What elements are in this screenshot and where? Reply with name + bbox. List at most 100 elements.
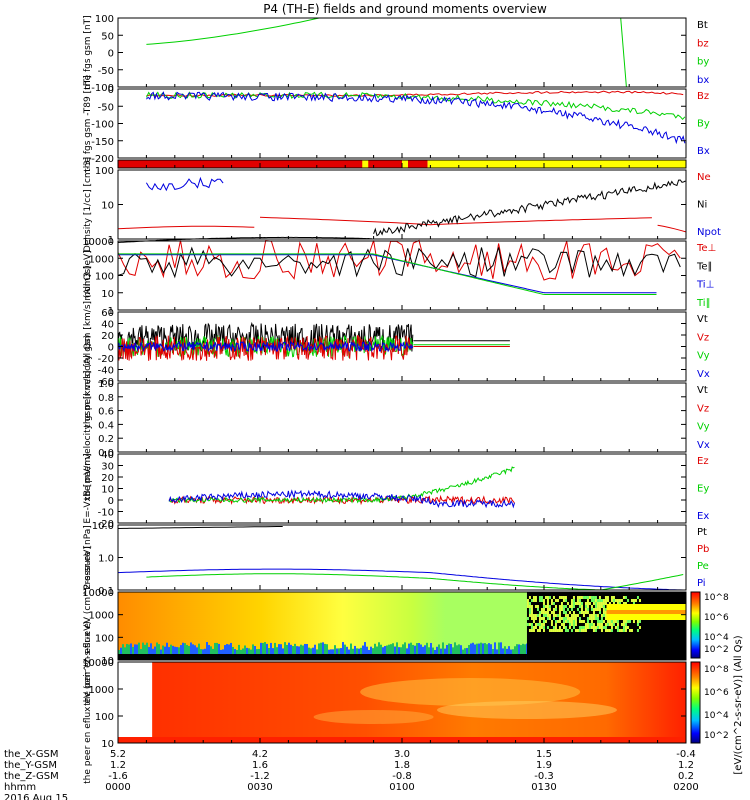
peir-lowE-cell bbox=[170, 644, 172, 660]
peir-cell bbox=[626, 626, 629, 629]
peir-cell bbox=[624, 626, 627, 629]
peir-cell bbox=[566, 617, 569, 620]
peir-lowE-cell bbox=[238, 644, 240, 660]
Bz-trace bbox=[146, 90, 684, 97]
peir-lowE-cell bbox=[300, 644, 302, 660]
peir-lowE-cell bbox=[148, 647, 150, 660]
density-ytick-label: 10 bbox=[101, 201, 114, 212]
peir-lowE-cell bbox=[508, 646, 510, 660]
peir-velocity-legend-green: Vy bbox=[697, 351, 710, 362]
peir-cell bbox=[568, 611, 571, 614]
peir-lowE-cell bbox=[412, 644, 414, 660]
peir-cell bbox=[594, 602, 597, 605]
peir-lowE-cell bbox=[438, 644, 440, 660]
peir-cell bbox=[532, 617, 535, 620]
peir-cell bbox=[572, 611, 575, 614]
peir-cell bbox=[552, 596, 555, 599]
peir-cell bbox=[580, 620, 583, 623]
peir-velocity-ytick-label: 60 bbox=[101, 308, 114, 319]
peir-cell bbox=[576, 614, 579, 617]
peir-cell bbox=[608, 623, 611, 626]
peir-cell bbox=[528, 614, 531, 617]
peir-lowE-cell bbox=[144, 644, 146, 660]
peir-cell bbox=[604, 602, 607, 605]
peir-cell bbox=[608, 629, 611, 632]
efield-legend-red: Ez bbox=[697, 456, 709, 467]
peir-cell bbox=[542, 602, 545, 605]
colorbar-tick-upper: 10^8 bbox=[704, 593, 729, 603]
peir-cell bbox=[546, 596, 549, 599]
peir-cell bbox=[596, 608, 599, 611]
peir-lowE-cell bbox=[518, 644, 520, 660]
peir-lowE-cell bbox=[218, 643, 220, 660]
peir-lowE-cell bbox=[430, 642, 432, 660]
peir-cell bbox=[526, 599, 529, 602]
peer-gap bbox=[118, 662, 153, 743]
temperature-legend-green: Ti∥ bbox=[696, 298, 711, 309]
peir-cell bbox=[592, 626, 595, 629]
peir-cell bbox=[560, 605, 563, 608]
peir-lowE-cell bbox=[286, 644, 288, 660]
peir-cell bbox=[540, 626, 543, 629]
peir-cell bbox=[568, 620, 571, 623]
peir-cell bbox=[550, 629, 553, 632]
peir-cell bbox=[596, 617, 599, 620]
peir-lowE-cell bbox=[366, 646, 368, 660]
xaxis-tick-value: 0.2 bbox=[678, 771, 694, 782]
peir-lowE-cell bbox=[380, 644, 382, 660]
peir-cell bbox=[636, 623, 639, 626]
peir-cell bbox=[594, 614, 597, 617]
peir-velocity-ytick-label: 0 bbox=[108, 343, 114, 354]
peir-lowE-cell bbox=[290, 644, 292, 660]
peir-cell bbox=[542, 620, 545, 623]
peir-cell bbox=[528, 608, 531, 611]
peir-cell bbox=[534, 617, 537, 620]
peir-cell bbox=[592, 611, 595, 614]
efield-ylabel: E=-VxB [mV/m] bbox=[83, 453, 93, 523]
peir-lowE-floor bbox=[118, 654, 527, 660]
peir-lowE-cell bbox=[214, 642, 216, 660]
peir-cell bbox=[578, 611, 581, 614]
peir-lowE-cell bbox=[228, 644, 230, 660]
peir-cell bbox=[604, 608, 607, 611]
peir-cell bbox=[602, 605, 605, 608]
peir-cell bbox=[638, 599, 641, 602]
peir-lowE-cell bbox=[458, 644, 460, 660]
peir-lowE-cell bbox=[446, 644, 448, 660]
peir-lowE-cell bbox=[360, 647, 362, 660]
peer-spectrogram-ytick-label: 10 bbox=[101, 739, 114, 750]
peir-cell bbox=[558, 596, 561, 599]
peir-cell bbox=[582, 596, 585, 599]
peir-lowE-cell bbox=[312, 647, 314, 660]
peir-cell bbox=[542, 608, 545, 611]
peir-cell bbox=[552, 617, 555, 620]
peir-cell bbox=[584, 623, 587, 626]
peir-cell bbox=[586, 605, 589, 608]
peir-cell bbox=[604, 623, 607, 626]
peir-cell bbox=[610, 596, 613, 599]
peir-cell bbox=[610, 623, 613, 626]
peir-lowE-cell bbox=[172, 645, 174, 660]
peir-lowE-cell bbox=[244, 645, 246, 660]
peir-lowE-cell bbox=[388, 644, 390, 660]
peir-cell bbox=[636, 620, 639, 623]
peir-cell bbox=[620, 629, 623, 632]
peir-cell bbox=[566, 608, 569, 611]
peir-lowE-cell bbox=[280, 644, 282, 660]
xaxis-row-label: the_Z-GSM bbox=[4, 771, 59, 782]
xaxis-tick-value: 1.2 bbox=[110, 760, 126, 771]
peir-cell bbox=[564, 614, 567, 617]
peir-lowE-cell bbox=[386, 645, 388, 660]
peer-velocity-ytick-label: 0.6 bbox=[98, 407, 114, 418]
peir-lowE-cell bbox=[454, 642, 456, 660]
peir-lowE-cell bbox=[400, 647, 402, 660]
peir-velocity-ytick-label: -20 bbox=[98, 354, 114, 365]
peir-cell bbox=[582, 611, 585, 614]
peir-cell bbox=[542, 611, 545, 614]
peir-cell bbox=[580, 602, 583, 605]
peir-cell bbox=[564, 626, 567, 629]
peir-cell bbox=[534, 614, 537, 617]
peir-cell bbox=[536, 605, 539, 608]
xaxis-tick-value: 0130 bbox=[531, 782, 556, 793]
